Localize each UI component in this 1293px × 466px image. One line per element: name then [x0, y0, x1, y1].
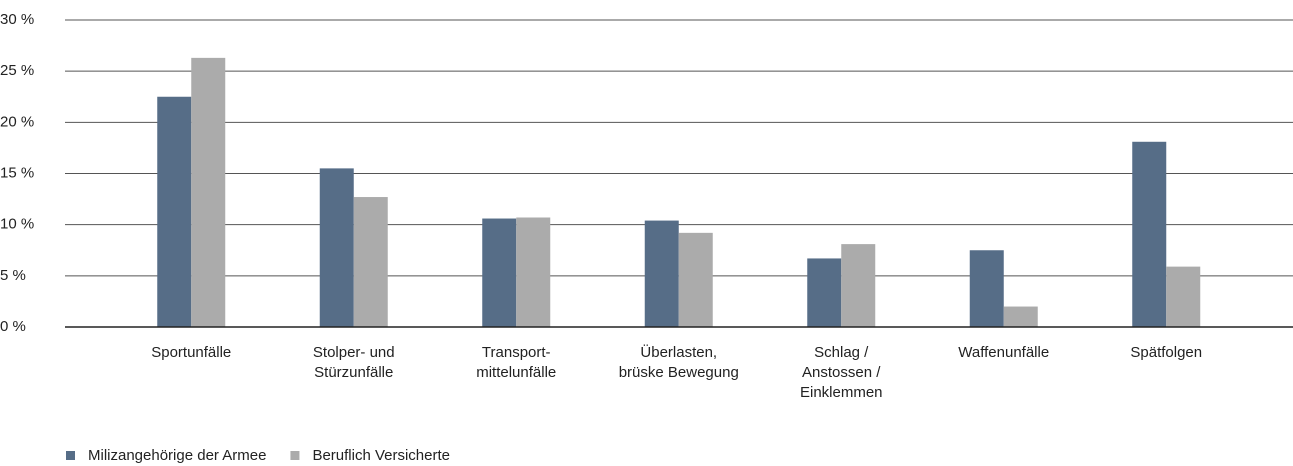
legend-swatch	[290, 451, 300, 460]
bar	[807, 258, 842, 327]
x-tick-label-line: mittelunfälle	[476, 364, 556, 381]
bar	[1003, 306, 1038, 327]
x-tick-label-line: Schlag /	[814, 344, 869, 361]
x-tick-label: Überlasten, brüske Bewegung	[619, 343, 739, 381]
bar	[969, 250, 1004, 327]
x-tick-label-line: Stürzunfälle	[314, 364, 393, 381]
y-tick-label: 10 %	[0, 216, 34, 233]
legend-label: Milizangehörige der Armee	[88, 447, 266, 464]
bar	[319, 168, 354, 327]
x-tick-label-line: brüske Bewegung	[619, 364, 739, 381]
x-tick-label: Schlag / Anstossen / Einklemmen	[800, 344, 883, 401]
bar	[1166, 266, 1201, 327]
bar	[516, 217, 551, 327]
x-tick-label: Sportunfälle	[151, 344, 231, 361]
y-tick-label: 0 %	[0, 318, 26, 335]
x-tick-label-line: Spätfolgen	[1130, 344, 1202, 361]
x-tick-label-line: Einklemmen	[800, 384, 883, 401]
x-tick-label: Waffenunfälle	[958, 344, 1049, 361]
x-tick-label-line: Transport-	[482, 344, 551, 361]
y-tick-label: 20 %	[0, 113, 34, 130]
legend-swatch	[66, 451, 75, 460]
y-tick-label: 30 %	[0, 11, 34, 28]
x-tick-label-line: Stolper- und	[313, 344, 395, 361]
x-tick-label-line: Anstossen /	[802, 364, 881, 381]
x-tick-label-line: Überlasten,	[640, 343, 717, 361]
legend-label: Beruflich Versicherte	[312, 447, 450, 464]
x-tick-label: Spätfolgen	[1130, 344, 1202, 361]
bar	[644, 220, 679, 327]
x-tick-label-line: Sportunfälle	[151, 344, 231, 361]
y-tick-label: 15 %	[0, 164, 34, 181]
bar	[157, 96, 192, 327]
bar	[191, 57, 226, 327]
bar	[482, 218, 517, 327]
x-tick-label: Stolper- und Stürzunfälle	[313, 344, 395, 381]
y-tick-label: 25 %	[0, 62, 34, 79]
bar	[353, 197, 388, 327]
x-tick-label-line: Waffenunfälle	[958, 344, 1049, 361]
y-tick-label: 5 %	[0, 267, 26, 284]
x-tick-label: Transport-mittelunfälle	[476, 344, 556, 381]
bar	[841, 244, 876, 327]
bar	[1132, 141, 1167, 327]
bar	[678, 232, 713, 327]
